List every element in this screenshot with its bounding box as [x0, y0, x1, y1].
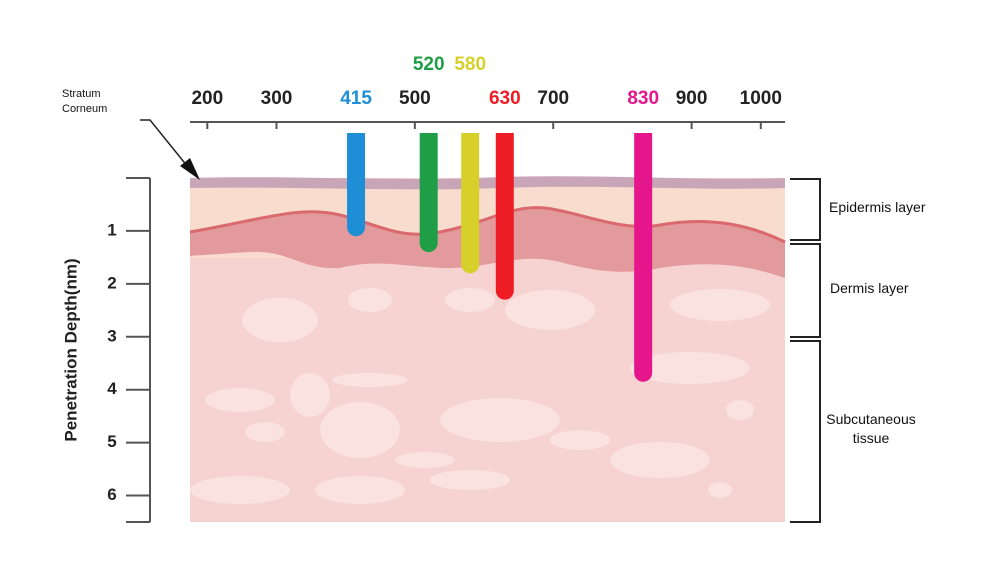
y-tick-label: 2 — [107, 273, 116, 292]
bar — [495, 133, 514, 300]
bar — [419, 133, 438, 253]
annotation: Dermis layer — [830, 280, 909, 296]
bar — [461, 133, 480, 274]
y-tick-label: 6 — [107, 485, 116, 504]
bar-label: 580 — [454, 54, 486, 75]
bar — [347, 133, 366, 237]
x-tick-label: 1000 — [740, 88, 782, 109]
arrow-head — [180, 158, 200, 180]
brackets — [140, 119, 821, 523]
x-tick-label: 200 — [191, 88, 223, 109]
y-axis-label: Penetration Depth(nm) — [61, 258, 80, 441]
y-tick-label: 3 — [107, 326, 116, 345]
annotation: Subcutaneous tissue — [826, 411, 916, 446]
y-tick-label: 5 — [107, 432, 116, 451]
x-tick-label: 500 — [399, 88, 431, 109]
annotation: Epidermis layer — [829, 199, 926, 215]
bar — [634, 133, 653, 382]
x-tick-label: 900 — [676, 88, 708, 109]
x-tick-label: 700 — [537, 88, 569, 109]
bar-label: 415 — [340, 88, 372, 109]
y-tick-label: 1 — [107, 220, 116, 239]
bar-label: 520 — [413, 54, 445, 75]
bar-label: 630 — [489, 88, 521, 109]
annotation: Stratum Corneum — [62, 88, 108, 115]
y-tick-label: 4 — [107, 379, 117, 398]
skin — [189, 176, 786, 522]
bar-label: 830 — [627, 88, 659, 109]
x-tick-label: 300 — [261, 88, 293, 109]
